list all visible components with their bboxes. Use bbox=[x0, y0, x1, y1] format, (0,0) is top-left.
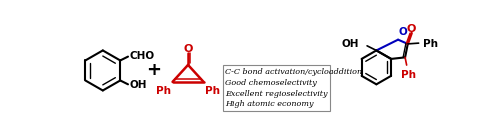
Text: OH: OH bbox=[342, 39, 359, 49]
Ellipse shape bbox=[256, 79, 287, 102]
Text: C-C bond activation/cycloaddition: C-C bond activation/cycloaddition bbox=[225, 68, 362, 76]
Text: High atomic economy: High atomic economy bbox=[225, 100, 314, 108]
Text: Ph: Ph bbox=[424, 39, 438, 49]
FancyBboxPatch shape bbox=[223, 65, 330, 111]
Text: O: O bbox=[407, 24, 416, 34]
Text: OH: OH bbox=[130, 80, 147, 90]
Text: Good chemoselectivity: Good chemoselectivity bbox=[225, 79, 317, 87]
Text: O: O bbox=[399, 27, 407, 37]
Text: Rh: Rh bbox=[262, 84, 281, 97]
Text: Excellent regioselectivity: Excellent regioselectivity bbox=[225, 90, 328, 98]
Text: +: + bbox=[146, 61, 162, 79]
Text: Ph: Ph bbox=[156, 86, 171, 96]
Text: O: O bbox=[184, 44, 192, 54]
Text: Ph: Ph bbox=[400, 70, 415, 80]
Ellipse shape bbox=[262, 83, 272, 91]
Text: CHO: CHO bbox=[130, 51, 154, 61]
Text: Ph: Ph bbox=[205, 86, 220, 96]
